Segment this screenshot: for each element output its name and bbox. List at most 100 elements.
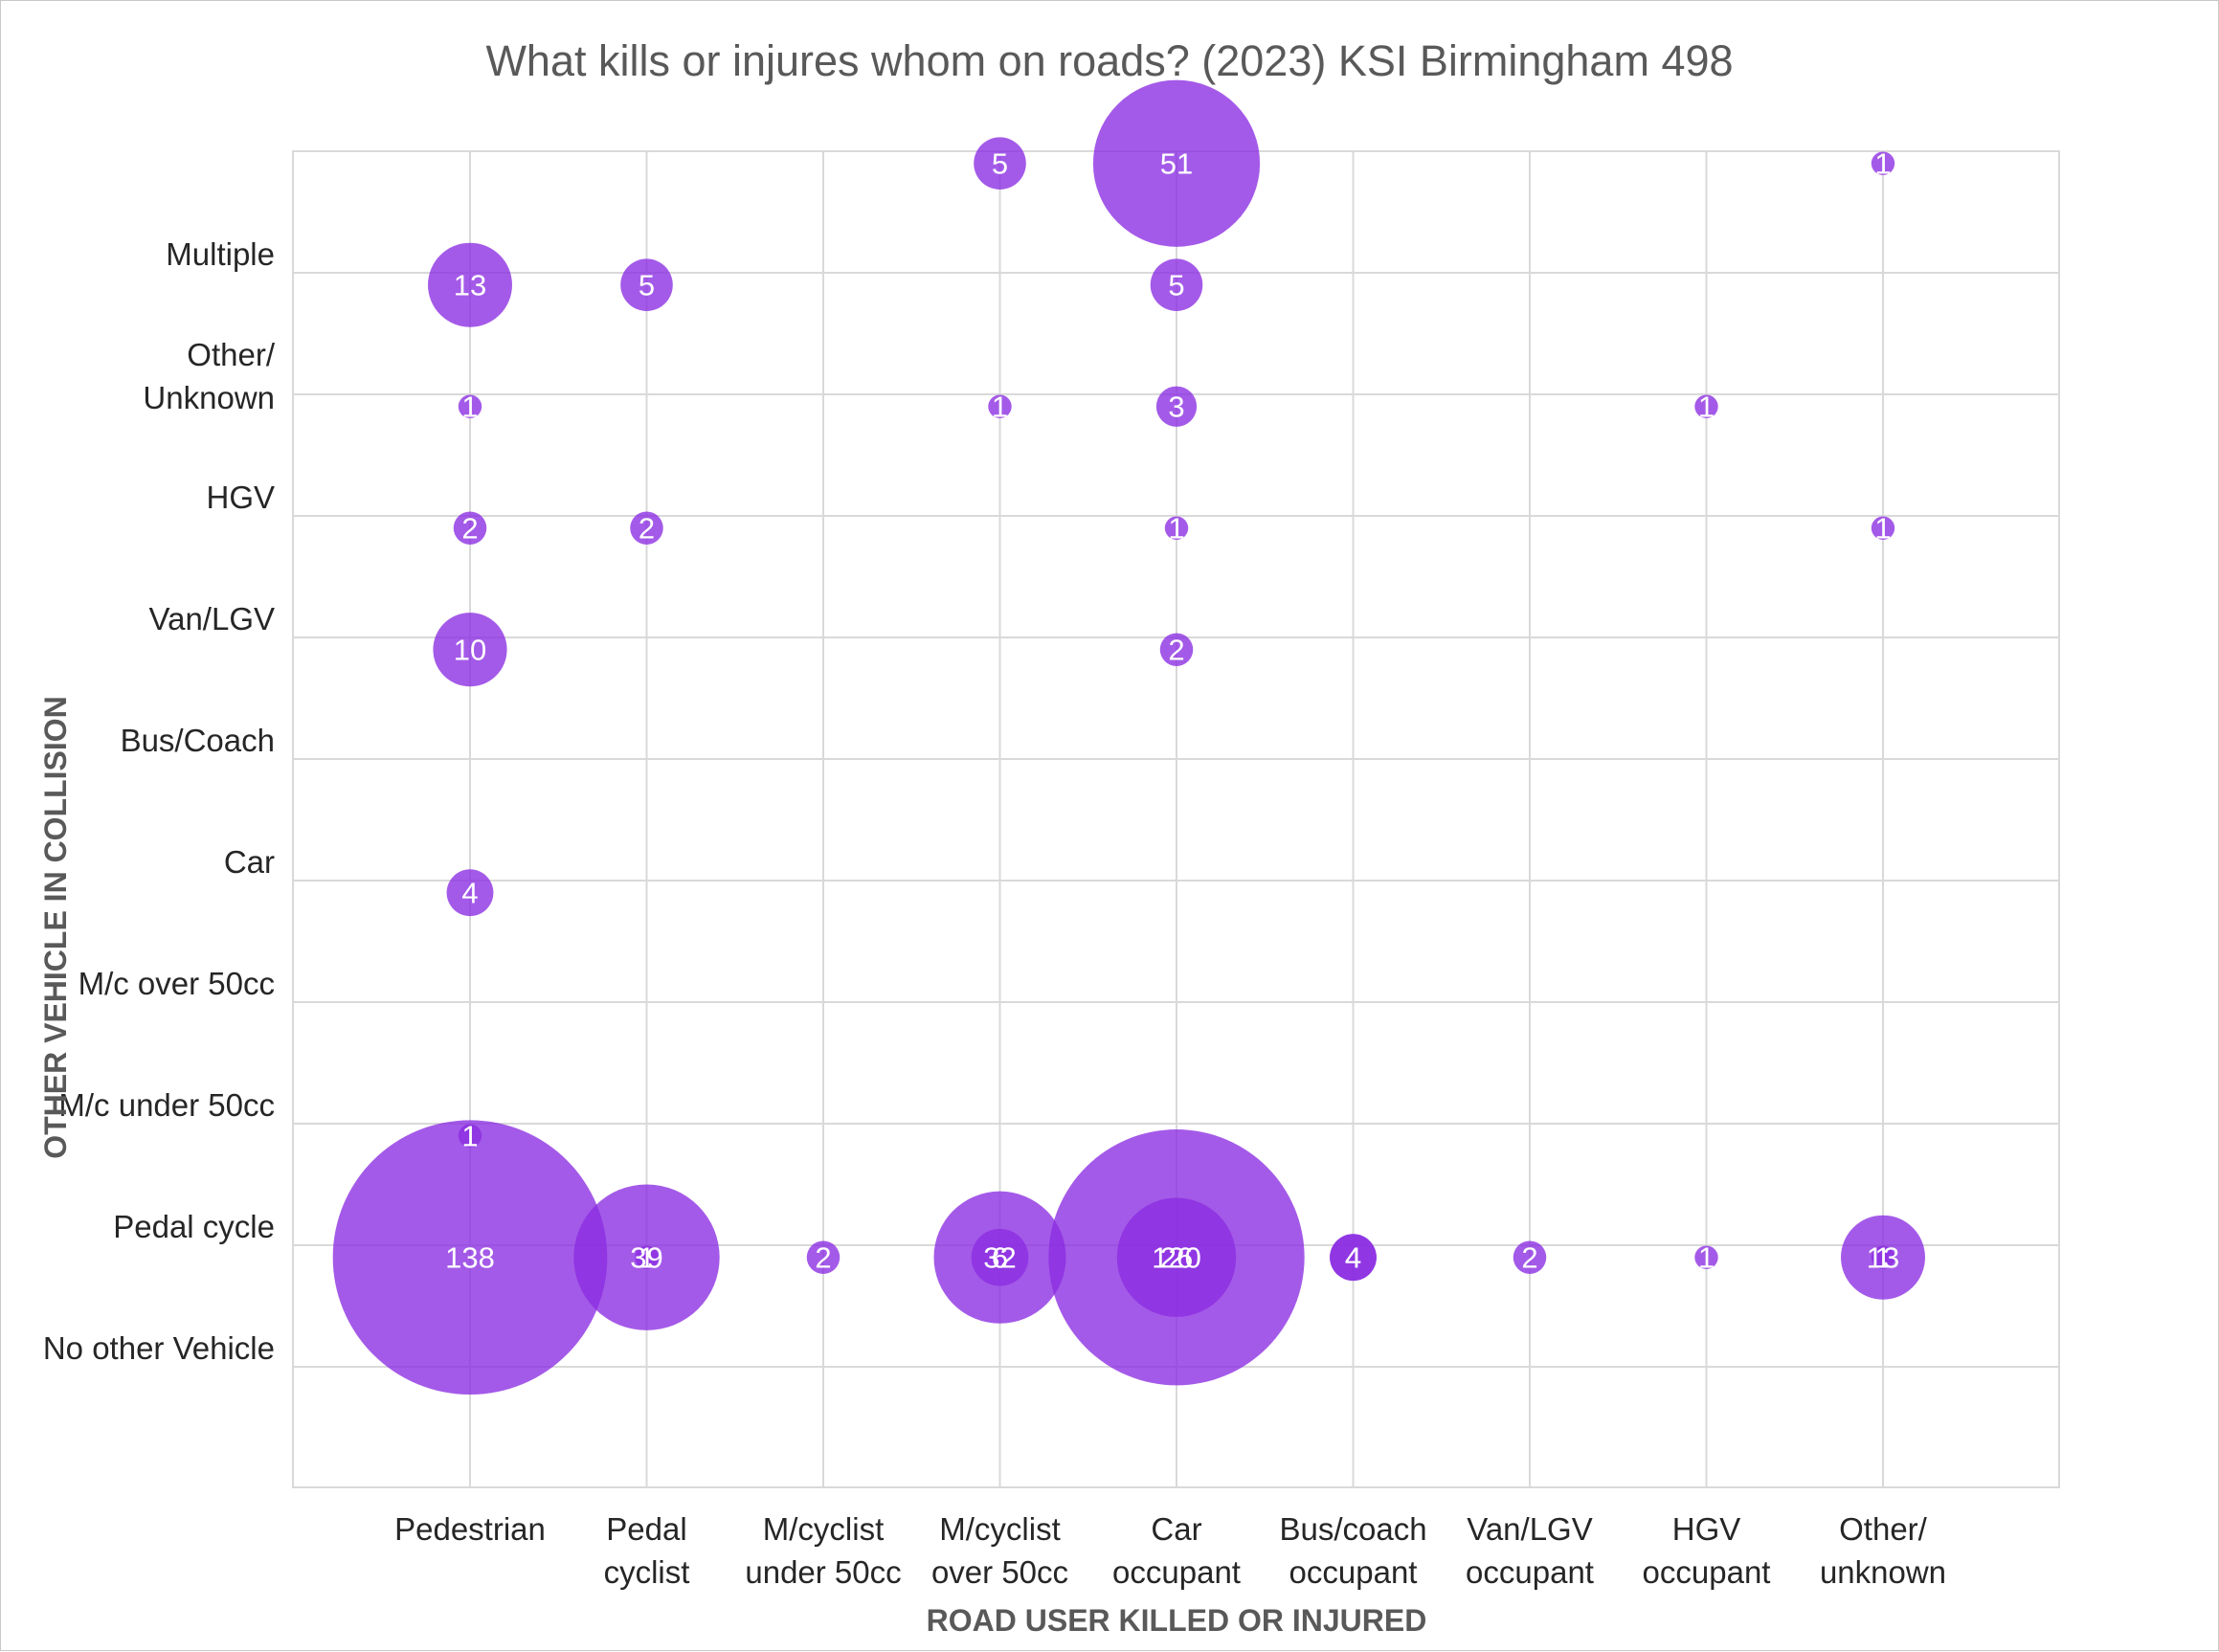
x-tick-label-line: Pedestrian	[394, 1511, 546, 1547]
x-tick-label-line: Other/	[1839, 1511, 1928, 1547]
bubble-data-label: 2	[461, 512, 478, 546]
x-tick-label-line: Bus/coach	[1279, 1511, 1426, 1547]
bubble-point	[806, 1240, 841, 1274]
bubble-data-label: 32	[983, 1241, 1016, 1275]
bubble-data-label: 138	[445, 1241, 495, 1275]
bubble-point	[635, 1245, 659, 1269]
y-tick-label: Other/Unknown	[143, 337, 275, 415]
bubble-point	[433, 613, 507, 687]
bubble-data-label: 1	[639, 1241, 655, 1275]
y-tick-label-line: Pedal cycle	[113, 1209, 275, 1244]
y-tick-label-line: Van/LGV	[149, 601, 275, 636]
bubble-point	[1116, 1197, 1237, 1317]
bubble-point	[453, 511, 487, 545]
bubble-data-label: 1	[461, 391, 478, 424]
x-tick-label: Van/LGV occupant	[1466, 1511, 1594, 1590]
x-tick-label: Pedal cyclist	[604, 1511, 690, 1590]
bubble-point	[974, 137, 1026, 190]
x-tick-label-line: occupant	[1289, 1554, 1418, 1590]
x-tick-label-line: Car	[1151, 1511, 1201, 1547]
bubble-data-label: 1	[1874, 1241, 1891, 1275]
x-tick-label: Pedestrian	[394, 1511, 546, 1547]
bubble-data-label: 2	[639, 512, 655, 546]
y-tick-label-line: HGV	[206, 480, 275, 515]
bubble-data-label: 1	[1698, 1241, 1715, 1275]
bubble-data-label: 5	[1168, 269, 1184, 302]
bubble-data-label: 1	[461, 1120, 478, 1153]
bubble-data-label: 6	[992, 1241, 1008, 1275]
y-tick-label-line: M/c over 50cc	[78, 966, 275, 1001]
y-tick-label: M/c over 50cc	[78, 966, 275, 1001]
bubble-point	[428, 242, 512, 327]
y-tick-label: Van/LGV	[149, 601, 275, 636]
y-tick-label-line: Multiple	[166, 236, 275, 272]
y-tick-label: HGV	[206, 480, 275, 515]
bubble-point	[458, 1124, 482, 1148]
y-tick-label-line: M/c under 50cc	[58, 1087, 275, 1123]
bubble-data-label: 1	[1874, 147, 1891, 181]
bubble-data-label: 39	[630, 1241, 662, 1275]
y-tick-label: No other Vehicle	[43, 1330, 275, 1366]
y-tick-labels: No other Vehicle Pedal cycle M/c under 50c…	[43, 236, 276, 1366]
bubble-point	[1694, 1245, 1718, 1269]
x-tick-label-line: M/cyclist	[939, 1511, 1061, 1547]
x-tick-label-line: occupant	[1466, 1554, 1594, 1590]
bubble-data-label: 120	[1152, 1241, 1201, 1275]
y-tick-label: M/c under 50cc	[58, 1087, 275, 1123]
x-tick-label-line: occupant	[1643, 1554, 1771, 1590]
bubble-point	[332, 1120, 608, 1395]
bubble-data-label: 5	[992, 147, 1008, 181]
x-axis-title: ROAD USER KILLED OR INJURED	[927, 1603, 1427, 1638]
x-tick-label-line: Pedal	[606, 1511, 686, 1547]
bubble-data-label: 2	[1168, 634, 1184, 667]
x-tick-label-line: HGV	[1672, 1511, 1741, 1547]
bubble-data-label: 26	[1160, 1241, 1193, 1275]
x-tick-label-line: Van/LGV	[1467, 1511, 1592, 1547]
bubble-data-label: 1	[1698, 391, 1715, 424]
bubble-point	[1871, 151, 1895, 175]
bubble-point	[1871, 516, 1895, 540]
bubble-point	[1092, 79, 1261, 247]
x-tick-label-line: unknown	[1820, 1554, 1946, 1590]
y-tick-label: Multiple	[166, 236, 275, 272]
x-tick-label-line: over 50cc	[931, 1554, 1068, 1590]
bubble-data-label: 51	[1160, 147, 1193, 181]
bubble-data-label: 4	[461, 877, 478, 910]
bubble-data-label: 5	[639, 269, 655, 302]
bubble-data-label: 1	[992, 391, 1008, 424]
x-tick-label: Car occupant	[1112, 1511, 1241, 1590]
bubble-data-label: 13	[1867, 1241, 1899, 1275]
y-tick-label-line: No other Vehicle	[43, 1330, 275, 1366]
bubble-point	[971, 1228, 1029, 1286]
x-tick-label: HGV occupant	[1643, 1511, 1771, 1590]
bubble-point	[630, 511, 663, 545]
x-tick-label-line: cyclist	[604, 1554, 690, 1590]
bubble-point	[620, 258, 673, 311]
bubble-point	[1164, 516, 1189, 540]
bubble-data-label: 2	[815, 1241, 831, 1275]
bubble-data-label: 1	[1874, 512, 1891, 546]
y-tick-label: Bus/Coach	[121, 723, 275, 758]
bubble-data-label: 1	[1168, 512, 1184, 546]
y-tick-label-line: Bus/Coach	[121, 723, 275, 758]
bubble-point	[1330, 1234, 1377, 1282]
bubble-point	[988, 394, 1012, 418]
bubble-data-label: 4	[1345, 1241, 1361, 1275]
x-tick-label: Bus/coach occupant	[1279, 1511, 1426, 1590]
x-tick-labels: Pedestrian Pedal cyclist M/cyclist under 50c…	[394, 1511, 1946, 1590]
bubble-data-label: 13	[454, 269, 486, 302]
bubble-point	[1513, 1240, 1547, 1274]
y-tick-label-line: Unknown	[143, 380, 275, 415]
y-tick-label-line: Car	[224, 844, 275, 880]
x-tick-label: M/cyclist under 50cc	[745, 1511, 901, 1590]
bubble-point	[1871, 1245, 1895, 1269]
bubble-point	[1694, 394, 1718, 418]
x-tick-label-line: occupant	[1112, 1554, 1241, 1590]
x-tick-label: Other/unknown	[1820, 1511, 1946, 1590]
bubble-point	[458, 394, 482, 418]
x-tick-label-line: under 50cc	[745, 1554, 901, 1590]
bubble-point	[446, 869, 494, 917]
